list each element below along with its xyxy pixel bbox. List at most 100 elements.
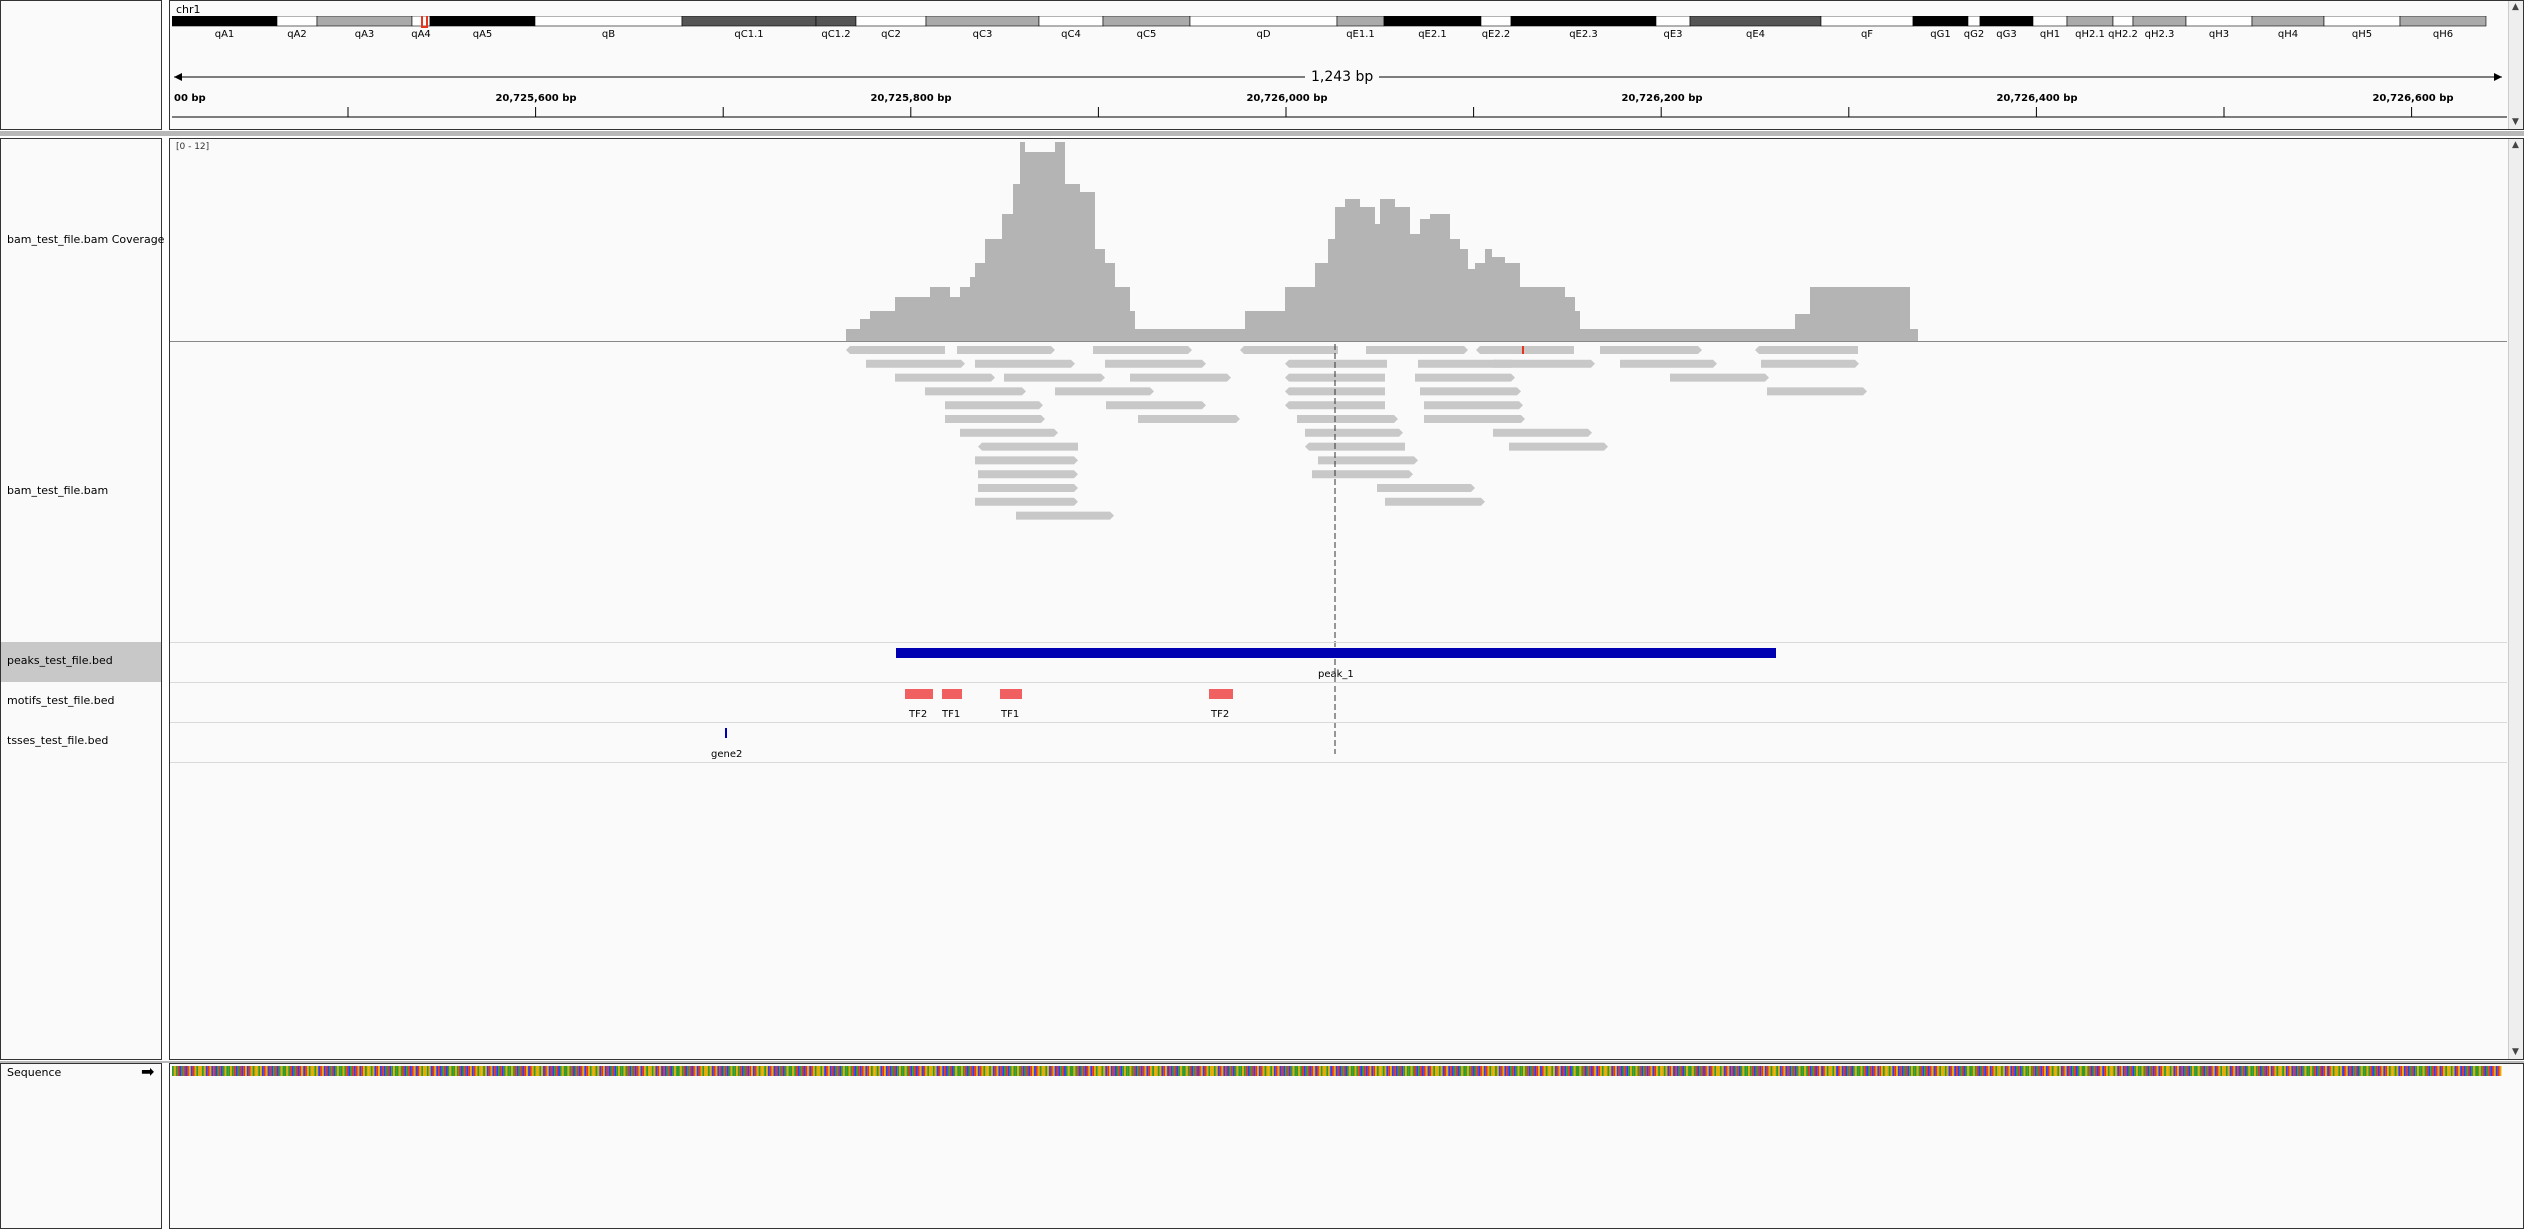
sequence-base <box>215 1066 218 1076</box>
motif-label: TF2 <box>1211 709 1230 720</box>
motif-feature[interactable] <box>942 689 962 699</box>
sequence-base <box>2486 1066 2489 1076</box>
right-arrow-icon[interactable]: ➡ <box>141 1062 155 1081</box>
sequence-base <box>2387 1066 2389 1076</box>
divider[interactable] <box>0 131 2524 136</box>
cytoband-label: qA1 <box>215 29 235 40</box>
sequence-base <box>1466 1066 1469 1076</box>
motif-feature[interactable] <box>905 689 933 699</box>
tsses-track-name[interactable]: tsses_test_file.bed <box>7 734 109 747</box>
sequence-base <box>177 1066 180 1076</box>
selected-track-row[interactable] <box>1 642 161 682</box>
sequence-base <box>2480 1066 2483 1076</box>
sequence-base <box>269 1066 272 1076</box>
sequence-base <box>784 1066 787 1076</box>
sequence-base <box>685 1066 688 1076</box>
sequence-base <box>1903 1066 1906 1076</box>
ruler[interactable]: 00 bp 20,725,600 bp 20,725,800 bp 20,726,00… <box>172 47 2507 119</box>
sequence-base <box>1279 1066 1282 1076</box>
sequence-base <box>2398 1066 2401 1076</box>
read <box>1385 497 1485 506</box>
peak-feature[interactable] <box>896 648 1776 658</box>
alignment-track-name[interactable]: bam_test_file.bam <box>7 484 109 497</box>
chromosome-ideogram[interactable]: qA1 qA2 qA3 qA4 qA5 qB qC1.1 qC1.2 qC2 qC3 qC4 qC5 q… <box>172 16 2507 40</box>
sequence-base <box>462 1066 465 1076</box>
sequence-base <box>1157 1066 1160 1076</box>
sequence-track[interactable] <box>172 1066 2507 1078</box>
sequence-base <box>2203 1066 2206 1076</box>
sequence-base <box>728 1066 731 1076</box>
sequence-track-name[interactable]: Sequence <box>7 1066 62 1079</box>
sequence-base <box>1881 1066 1883 1076</box>
sequence-base <box>1673 1066 1675 1076</box>
sequence-base <box>1305 1066 1308 1076</box>
scroll-down-icon[interactable]: ▼ <box>2512 117 2519 127</box>
motif-feature[interactable] <box>1000 689 1022 699</box>
sequence-base <box>2385 1066 2388 1076</box>
sequence-base <box>1363 1066 1366 1076</box>
motif-feature[interactable] <box>1209 689 1233 699</box>
sequence-base <box>2417 1066 2419 1076</box>
sequence-base <box>333 1066 336 1076</box>
cytoband-label: qE2.3 <box>1569 29 1598 40</box>
sequence-base <box>526 1066 529 1076</box>
sequence-base <box>1899 1066 1902 1076</box>
sequence-base <box>1436 1066 1439 1076</box>
sequence-base <box>1789 1066 1792 1076</box>
sequence-base <box>1152 1066 1155 1076</box>
sequence-base <box>1210 1066 1213 1076</box>
sequence-base <box>2358 1066 2361 1076</box>
sequence-base <box>1605 1066 1608 1076</box>
header-scrollbar[interactable]: ▲ ▼ <box>2508 1 2523 129</box>
sequence-base <box>734 1066 737 1076</box>
sequence-base <box>196 1066 199 1076</box>
sequence-base <box>1114 1066 1117 1076</box>
sequence-base <box>516 1066 519 1076</box>
sequence-base <box>1963 1066 1966 1076</box>
tss-marker[interactable] <box>725 728 727 738</box>
read <box>1600 346 1702 354</box>
motifs-track-name[interactable]: motifs_test_file.bed <box>7 694 115 707</box>
scroll-up-icon[interactable]: ▲ <box>2512 2 2519 12</box>
sequence-base <box>1101 1066 1104 1076</box>
coverage-track-name[interactable]: bam_test_file.bam Coverage <box>7 233 165 246</box>
sequence-base <box>479 1066 482 1076</box>
sequence-base <box>2409 1066 2412 1076</box>
sequence-base <box>2032 1066 2035 1076</box>
sequence-base <box>1423 1066 1426 1076</box>
peaks-track-name[interactable]: peaks_test_file.bed <box>7 654 113 667</box>
sequence-base <box>1781 1066 1784 1076</box>
sequence-base <box>1360 1066 1363 1076</box>
sequence-base <box>603 1066 605 1076</box>
sequence-base <box>992 1066 995 1076</box>
sequence-base <box>2160 1066 2163 1076</box>
sequence-base <box>1275 1066 1278 1076</box>
sequence-base <box>531 1066 534 1076</box>
read <box>1415 373 1515 382</box>
sequence-base <box>1335 1066 1338 1076</box>
read <box>1509 442 1608 451</box>
scroll-up-icon[interactable]: ▲ <box>2512 140 2519 150</box>
scroll-down-icon[interactable]: ▼ <box>2512 1047 2519 1057</box>
sequence-base <box>1555 1066 1557 1076</box>
cytoband <box>429 16 536 27</box>
sequence-base <box>1800 1066 1803 1076</box>
alignment-track[interactable] <box>170 344 2505 754</box>
sequence-base <box>745 1066 748 1076</box>
sequence-base <box>2357 1066 2359 1076</box>
sequence-base <box>1545 1066 1548 1076</box>
sequence-base <box>1131 1066 1134 1076</box>
sequence-base <box>1989 1066 1992 1076</box>
main-scrollbar[interactable]: ▲ ▼ <box>2508 139 2523 1059</box>
sequence-base <box>1712 1066 1715 1076</box>
sequence-base <box>1637 1066 1640 1076</box>
sequence-base <box>471 1066 474 1076</box>
cytoband-label: qG3 <box>1996 29 2016 40</box>
sequence-base <box>1778 1066 1780 1076</box>
sequence-base <box>2150 1066 2153 1076</box>
divider[interactable] <box>0 1061 2524 1063</box>
sequence-base <box>498 1066 500 1076</box>
cytoband <box>1979 16 2034 27</box>
coverage-track[interactable] <box>170 139 2505 342</box>
sequence-base <box>1155 1066 1158 1076</box>
